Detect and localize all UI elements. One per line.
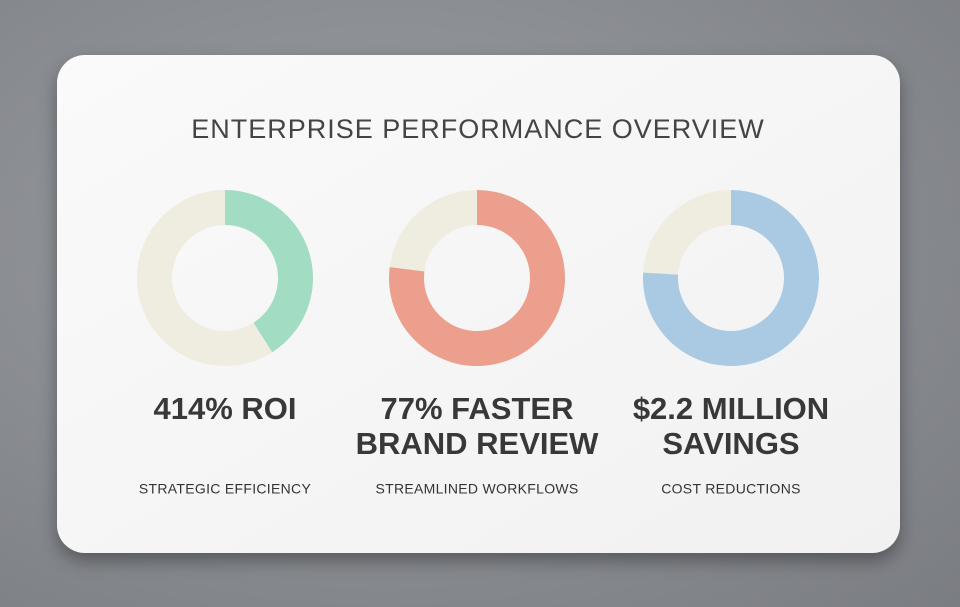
caption: STRATEGIC EFFICIENCY bbox=[139, 481, 312, 497]
donut-segment bbox=[389, 189, 566, 366]
donut-segment bbox=[643, 190, 731, 275]
donut-segment bbox=[137, 190, 273, 366]
caption: COST REDUCTIONS bbox=[661, 481, 801, 497]
headline: 414% ROI bbox=[153, 391, 296, 426]
caption: STREAMLINED WORKFLOWS bbox=[375, 481, 578, 497]
donut-segment bbox=[389, 190, 477, 272]
headline: BRAND REVIEW bbox=[356, 426, 600, 461]
headline: $2.2 MILLION bbox=[633, 391, 829, 426]
headline: 77% FASTER bbox=[381, 391, 574, 426]
headline: SAVINGS bbox=[662, 426, 799, 461]
donut-segment bbox=[225, 190, 314, 353]
donut-segment bbox=[643, 190, 820, 366]
card bbox=[57, 55, 900, 553]
page-title: ENTERPRISE PERFORMANCE OVERVIEW bbox=[191, 114, 765, 144]
